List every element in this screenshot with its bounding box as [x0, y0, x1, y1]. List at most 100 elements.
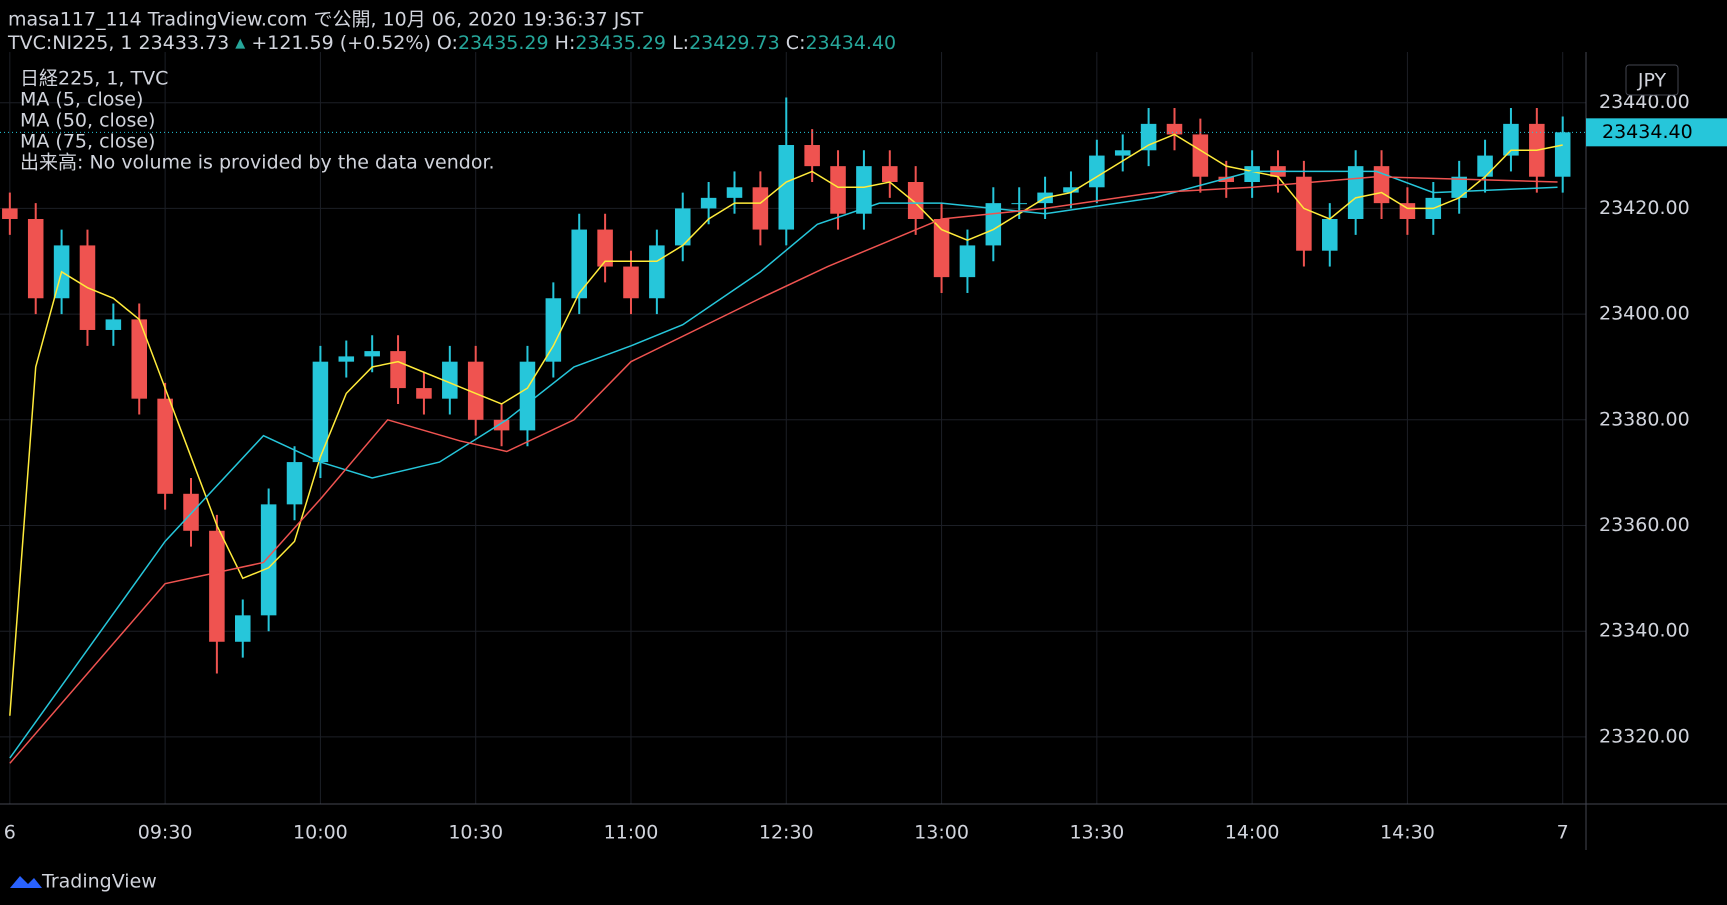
plot: [2, 97, 1571, 764]
y-tick-label: 23400.00: [1599, 303, 1690, 325]
l-label: L:: [672, 32, 689, 54]
x-tick-label: 10:30: [448, 822, 503, 844]
legend-entry: MA (5, close): [20, 89, 143, 111]
y-tick-label: 23320.00: [1599, 725, 1690, 747]
y-tick-label: 23380.00: [1599, 408, 1690, 430]
l-value: 23429.73: [689, 32, 780, 54]
candle-body: [778, 145, 795, 230]
candle-body: [416, 388, 432, 399]
candle-body: [1140, 123, 1157, 151]
candle-body: [700, 197, 717, 209]
footer: TradingView: [41, 871, 157, 893]
y-tick-label: 23360.00: [1599, 514, 1690, 536]
candle-body: [1192, 134, 1209, 177]
logo-icon: [10, 876, 42, 888]
candle-body: [2, 208, 18, 219]
candle-body: [519, 361, 536, 431]
candle-body: [1554, 132, 1571, 177]
candle-body: [286, 462, 303, 505]
candle-body: [752, 187, 769, 230]
candle-body: [856, 166, 872, 214]
candle-body: [1451, 176, 1467, 198]
candle-body: [235, 615, 251, 642]
x-tick-label: 12:30: [759, 822, 814, 844]
candle-body: [183, 493, 199, 531]
candle-body: [27, 218, 44, 299]
candle-body: [623, 266, 639, 299]
candle-body: [1063, 187, 1079, 193]
candle-body: [674, 208, 691, 246]
change: +121.59 (+0.52%): [251, 32, 431, 54]
candle-body: [933, 218, 950, 278]
candle-body: [1218, 176, 1235, 183]
candle-body: [105, 319, 122, 330]
candle-body: [260, 504, 277, 616]
c-label: C:: [786, 32, 806, 54]
symbol-line: TVC:NI225, 1 23433.73 ▲ +121.59 (+0.52%)…: [7, 32, 896, 54]
candle-body: [726, 187, 743, 198]
candle-body: [131, 319, 148, 399]
candle-body: [1296, 176, 1312, 251]
candle-body: [390, 351, 406, 389]
candle-body: [1477, 155, 1493, 177]
h-label: H:: [555, 32, 576, 54]
x-tick-label: 6: [4, 822, 16, 844]
candle-body: [312, 361, 329, 463]
candle-body: [959, 245, 976, 278]
candle-body: [1011, 203, 1027, 205]
arrow: ▲: [235, 36, 245, 51]
y-tick-label: 23440.00: [1599, 91, 1690, 113]
candle-body: [338, 356, 355, 362]
candle-body: [493, 419, 510, 431]
last-price-label: 23434.40: [1602, 121, 1693, 143]
candle-body: [830, 166, 846, 214]
candle-body: [1322, 218, 1338, 251]
volume-note: 出来高: No volume is provided by the data v…: [20, 152, 495, 174]
legend-title: 日経225, 1, TVC: [20, 68, 168, 90]
candle-body: [1503, 123, 1519, 156]
legend-entry: MA (75, close): [20, 131, 155, 153]
x-tick-label: 7: [1557, 822, 1569, 844]
footer-logo: TradingView: [10, 871, 157, 893]
currency-badge: [1625, 64, 1679, 96]
candle-body: [545, 298, 562, 362]
candle-body: [209, 530, 225, 642]
candle-body: [364, 351, 380, 357]
candle-body: [649, 245, 665, 299]
c-value: 23434.40: [805, 32, 896, 54]
x-tick-label: 10:00: [293, 822, 348, 844]
candle-body: [1166, 123, 1183, 135]
ma-line: [9, 175, 1558, 764]
x-tick-label: 14:30: [1380, 822, 1435, 844]
last-price-badge: [1586, 118, 1727, 147]
x-tick-label: 11:00: [604, 822, 659, 844]
ma-line: [9, 133, 1563, 716]
candle-body: [597, 229, 613, 267]
candle-body: [1347, 166, 1364, 219]
candle-body: [157, 398, 173, 494]
x-tick-label: 09:30: [138, 822, 193, 844]
h-value: 23435.29: [575, 32, 666, 54]
o-value: 23435.29: [458, 32, 549, 54]
x-tick-label: 13:30: [1069, 822, 1124, 844]
candle-body: [1399, 203, 1416, 219]
symbol: TVC:NI225, 1 23433.73: [7, 32, 229, 54]
candle-body: [907, 182, 924, 219]
legend-entry: MA (50, close): [20, 110, 155, 132]
candle-body: [882, 166, 898, 183]
y-tick-label: 23340.00: [1599, 620, 1690, 642]
candle-body: [1089, 155, 1105, 188]
candle-body: [571, 229, 587, 299]
ma-line: [9, 170, 1558, 759]
candle-body: [1114, 150, 1131, 156]
candle-body: [1244, 166, 1260, 183]
candle-body: [442, 361, 458, 399]
publisher: masa117_114 TradingView.com で公開, 10月 06,…: [8, 9, 643, 31]
currency: JPY: [1637, 70, 1667, 92]
candle-body: [804, 145, 820, 167]
x-tick-label: 14:00: [1225, 822, 1280, 844]
y-tick-label: 23420.00: [1599, 197, 1690, 219]
x-tick-label: 13:00: [914, 822, 969, 844]
